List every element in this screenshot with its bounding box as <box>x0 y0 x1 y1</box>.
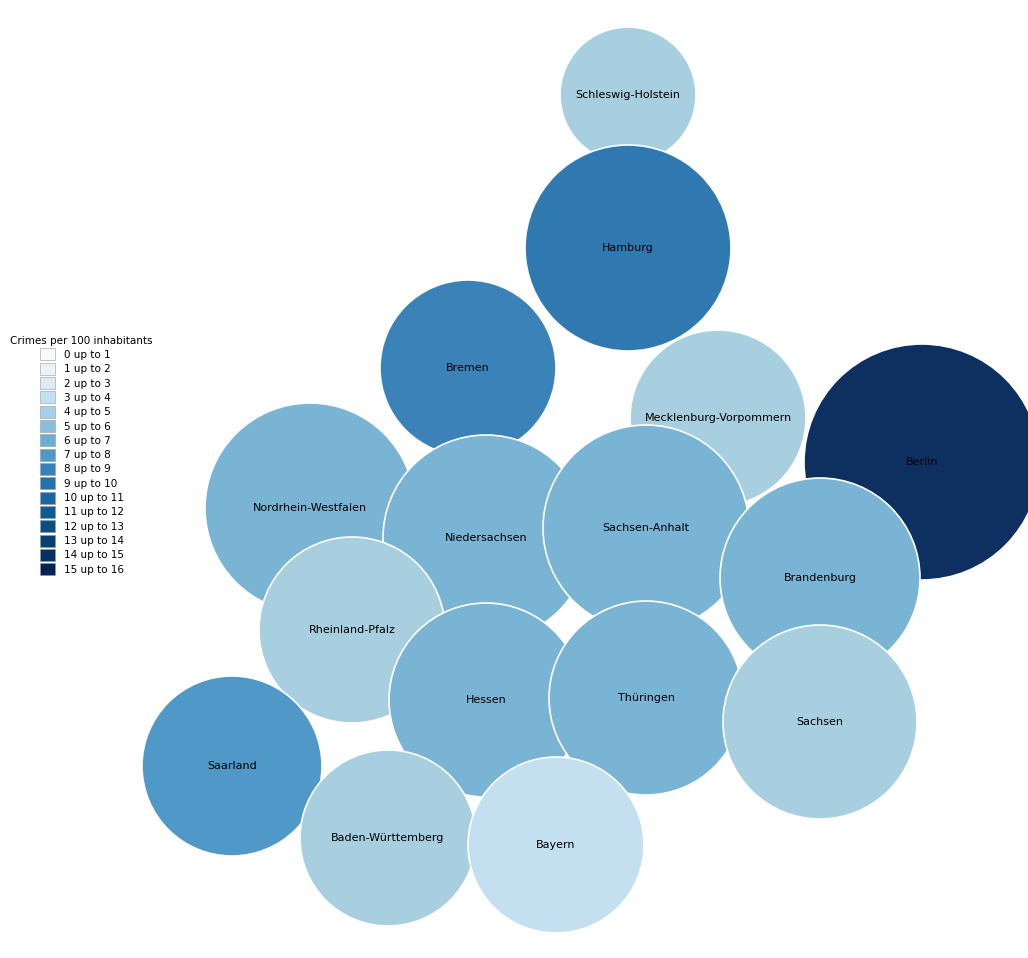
Text: Rheinland-Pfalz: Rheinland-Pfalz <box>308 625 396 635</box>
Circle shape <box>720 478 920 678</box>
Text: Bayern: Bayern <box>537 840 576 850</box>
Text: Sachsen: Sachsen <box>797 717 844 727</box>
Text: Brandenburg: Brandenburg <box>783 573 856 583</box>
Text: Nordrhein-Westfalen: Nordrhein-Westfalen <box>253 503 367 513</box>
Text: Hessen: Hessen <box>466 695 507 705</box>
Circle shape <box>380 280 556 456</box>
Text: Saarland: Saarland <box>207 761 257 771</box>
Text: Bremen: Bremen <box>446 363 490 373</box>
Circle shape <box>383 435 589 641</box>
Text: Thüringen: Thüringen <box>618 693 674 703</box>
Circle shape <box>525 145 731 351</box>
Legend: 0 up to 1, 1 up to 2, 2 up to 3, 3 up to 4, 4 up to 5, 5 up to 6, 6 up to 7, 7 u: 0 up to 1, 1 up to 2, 2 up to 3, 3 up to… <box>5 331 158 581</box>
Text: Schleswig-Holstein: Schleswig-Holstein <box>576 90 681 100</box>
Circle shape <box>560 27 696 163</box>
Text: Hamburg: Hamburg <box>602 243 654 253</box>
Text: Mecklenburg-Vorpommern: Mecklenburg-Vorpommern <box>645 413 792 423</box>
Circle shape <box>630 330 806 506</box>
Circle shape <box>300 750 476 926</box>
Circle shape <box>205 403 415 613</box>
Text: Niedersachsen: Niedersachsen <box>445 533 527 543</box>
Circle shape <box>468 757 644 933</box>
Text: Sachsen-Anhalt: Sachsen-Anhalt <box>602 523 690 533</box>
Circle shape <box>723 625 917 819</box>
Circle shape <box>142 676 322 856</box>
Circle shape <box>549 601 743 795</box>
Circle shape <box>543 425 749 631</box>
Text: Berlin: Berlin <box>906 457 939 467</box>
Text: Baden-Württemberg: Baden-Württemberg <box>331 833 445 843</box>
Circle shape <box>259 537 445 723</box>
Circle shape <box>389 603 583 797</box>
Circle shape <box>804 344 1028 580</box>
